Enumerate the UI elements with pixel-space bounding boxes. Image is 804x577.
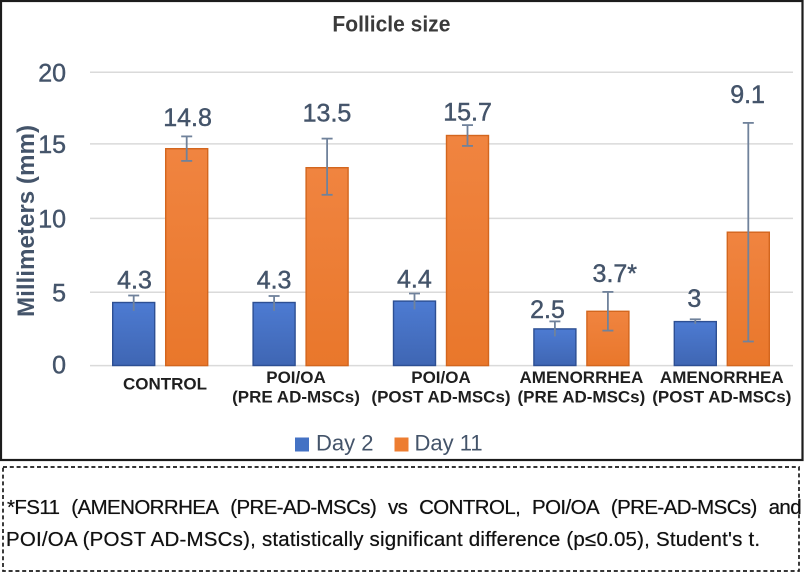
svg-text:20: 20 — [38, 59, 66, 87]
svg-text:10: 10 — [38, 205, 66, 233]
svg-text:Day 11: Day 11 — [415, 431, 483, 456]
svg-text:(PRE AD-MSCs): (PRE AD-MSCs) — [517, 388, 645, 407]
svg-text:13.5: 13.5 — [303, 100, 352, 128]
svg-text:3: 3 — [687, 285, 701, 313]
svg-text:AMENORRHEA: AMENORRHEA — [520, 368, 644, 387]
svg-text:POI/OA: POI/OA — [411, 368, 471, 387]
svg-text:15.7: 15.7 — [443, 99, 492, 127]
svg-text:15: 15 — [38, 131, 66, 159]
svg-text:(POST AD-MSCs): (POST AD-MSCs) — [371, 388, 510, 407]
svg-text:4.4: 4.4 — [397, 266, 432, 294]
svg-text:POI/OA: POI/OA — [266, 368, 326, 387]
svg-text:Day 2: Day 2 — [316, 431, 373, 456]
svg-text:Follicle size: Follicle size — [332, 12, 450, 37]
svg-text:AMENORRHEA: AMENORRHEA — [660, 368, 784, 387]
svg-text:4.3: 4.3 — [257, 267, 292, 295]
svg-text:CONTROL: CONTROL — [123, 375, 207, 394]
svg-text:14.8: 14.8 — [163, 104, 212, 132]
svg-text:5: 5 — [52, 279, 66, 307]
svg-text:(POST AD-MSCs): (POST AD-MSCs) — [652, 388, 791, 407]
svg-text:Millimeters (mm): Millimeters (mm) — [13, 125, 40, 317]
svg-text:(PRE AD-MSCs): (PRE AD-MSCs) — [232, 388, 360, 407]
svg-text:9.1: 9.1 — [730, 81, 765, 109]
svg-text:3.7*: 3.7* — [593, 260, 638, 288]
svg-text:0: 0 — [52, 351, 66, 379]
svg-text:2.5: 2.5 — [530, 296, 565, 324]
svg-text:4.3: 4.3 — [117, 267, 152, 295]
